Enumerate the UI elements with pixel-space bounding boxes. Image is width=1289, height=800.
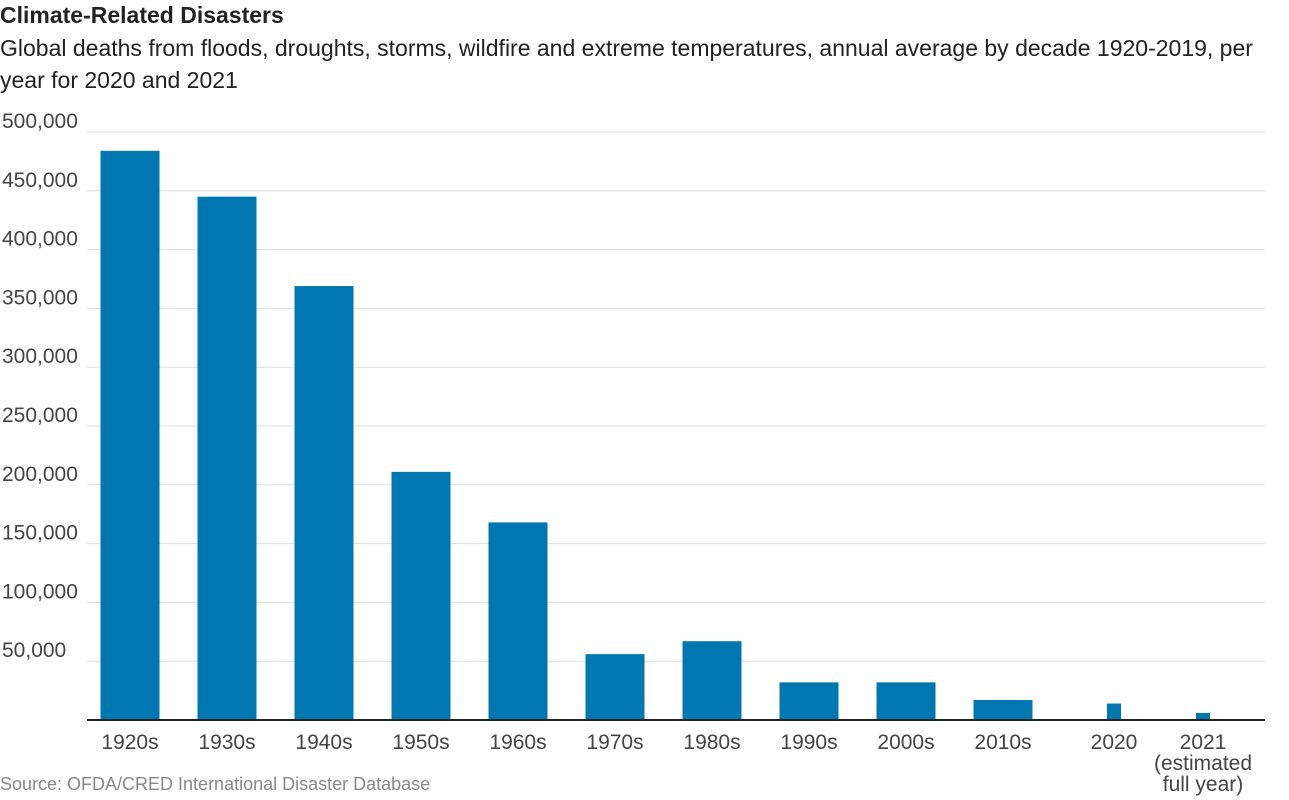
bar-2000s — [876, 682, 936, 720]
bar-1960s — [488, 522, 548, 720]
x-tick-label: 1980s — [683, 731, 740, 754]
source-note: Source: OFDA/CRED International Disaster… — [0, 774, 431, 794]
x-tick-label: 2000s — [877, 731, 934, 754]
y-tick-label: 50,000 — [2, 639, 66, 662]
bar-1950s — [391, 471, 451, 720]
y-tick-label: 100,000 — [2, 580, 78, 603]
y-tick-label: 150,000 — [2, 522, 78, 545]
bar-1930s — [197, 196, 257, 720]
x-tick-label: 2021 — [1180, 731, 1227, 754]
x-tick-label: 1950s — [392, 731, 449, 754]
bar-1980s — [682, 641, 742, 720]
x-tick-label: (estimated — [1154, 752, 1252, 775]
x-tick-label: 1960s — [489, 731, 546, 754]
bar-1970s — [585, 654, 645, 720]
x-tick-label: 1940s — [295, 731, 352, 754]
x-tick-label: 1930s — [198, 731, 255, 754]
y-tick-label: 500,000 — [2, 110, 78, 133]
bar-2020 — [1107, 703, 1121, 720]
bar-2021 — [1196, 712, 1210, 720]
y-tick-label: 400,000 — [2, 228, 78, 251]
bar-1990s — [779, 682, 839, 720]
x-tick-label: 1990s — [780, 731, 837, 754]
x-tick-label: full year) — [1163, 773, 1244, 796]
bar-2010s — [973, 700, 1033, 720]
chart-title: Climate-Related Disasters — [0, 2, 284, 28]
x-tick-label: 1970s — [586, 731, 643, 754]
y-tick-label: 300,000 — [2, 345, 78, 368]
bar-1940s — [294, 286, 354, 720]
y-tick-label: 350,000 — [2, 286, 78, 309]
chart-subtitle: Global deaths from floods, droughts, sto… — [0, 35, 1253, 93]
x-tick-label: 1920s — [101, 731, 158, 754]
y-tick-label: 200,000 — [2, 463, 78, 486]
y-tick-label: 450,000 — [2, 169, 78, 192]
x-tick-label: 2020 — [1091, 731, 1138, 754]
bar-1920s — [100, 150, 160, 721]
y-tick-label: 250,000 — [2, 404, 78, 427]
x-tick-label: 2010s — [974, 731, 1031, 754]
